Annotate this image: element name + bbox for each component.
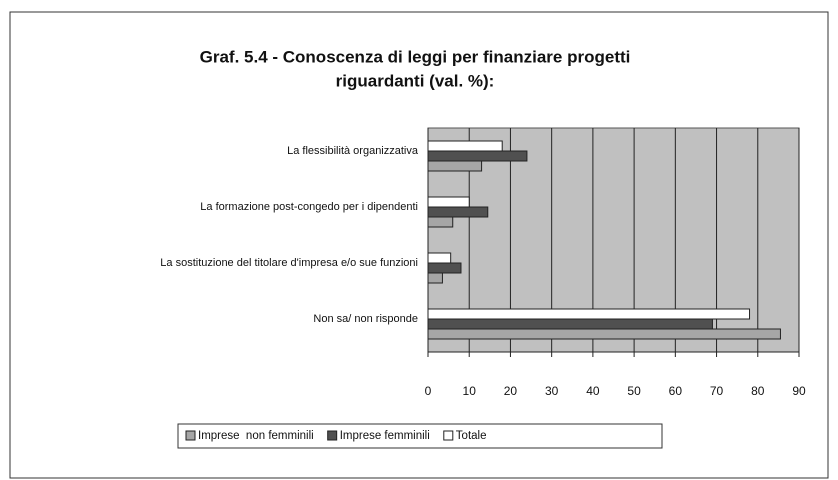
legend-label: Imprese non femminili (198, 430, 314, 442)
bar (427, 206, 489, 218)
y-tick-label: La sostituzione del titolare d'impresa e… (160, 257, 418, 269)
x-tick-label: 90 (792, 384, 806, 398)
bar (427, 140, 503, 152)
x-tick-label: 10 (463, 384, 477, 398)
y-tick-label: La formazione post-congedo per i dipende… (200, 201, 418, 213)
legend-swatch (327, 430, 338, 441)
bar (427, 252, 452, 264)
legend-swatch (185, 430, 196, 441)
bar (427, 328, 781, 340)
chart-title: Graf. 5.4 - Conoscenza di leggi per fina… (200, 47, 631, 66)
x-tick-label: 50 (627, 384, 641, 398)
x-tick-label: 80 (751, 384, 765, 398)
legend-label: Imprese femminili (340, 430, 430, 442)
chart-title: riguardanti (val. %): (336, 71, 495, 90)
x-tick-label: 70 (710, 384, 724, 398)
bar (427, 160, 483, 172)
bar (427, 150, 528, 162)
bar (427, 318, 713, 330)
legend-swatch (443, 430, 454, 441)
bar (427, 262, 462, 274)
y-tick-label: La flessibilità organizzativa (287, 145, 419, 157)
bar (427, 308, 751, 320)
x-tick-label: 0 (425, 384, 432, 398)
bar (427, 196, 470, 208)
x-tick-label: 40 (586, 384, 600, 398)
x-tick-label: 30 (545, 384, 559, 398)
y-tick-label: Non sa/ non risponde (313, 313, 418, 325)
legend (177, 423, 663, 449)
x-tick-label: 20 (504, 384, 518, 398)
bar (427, 216, 454, 228)
x-tick-label: 60 (669, 384, 683, 398)
bar (427, 272, 443, 284)
legend-label: Totale (456, 430, 487, 442)
